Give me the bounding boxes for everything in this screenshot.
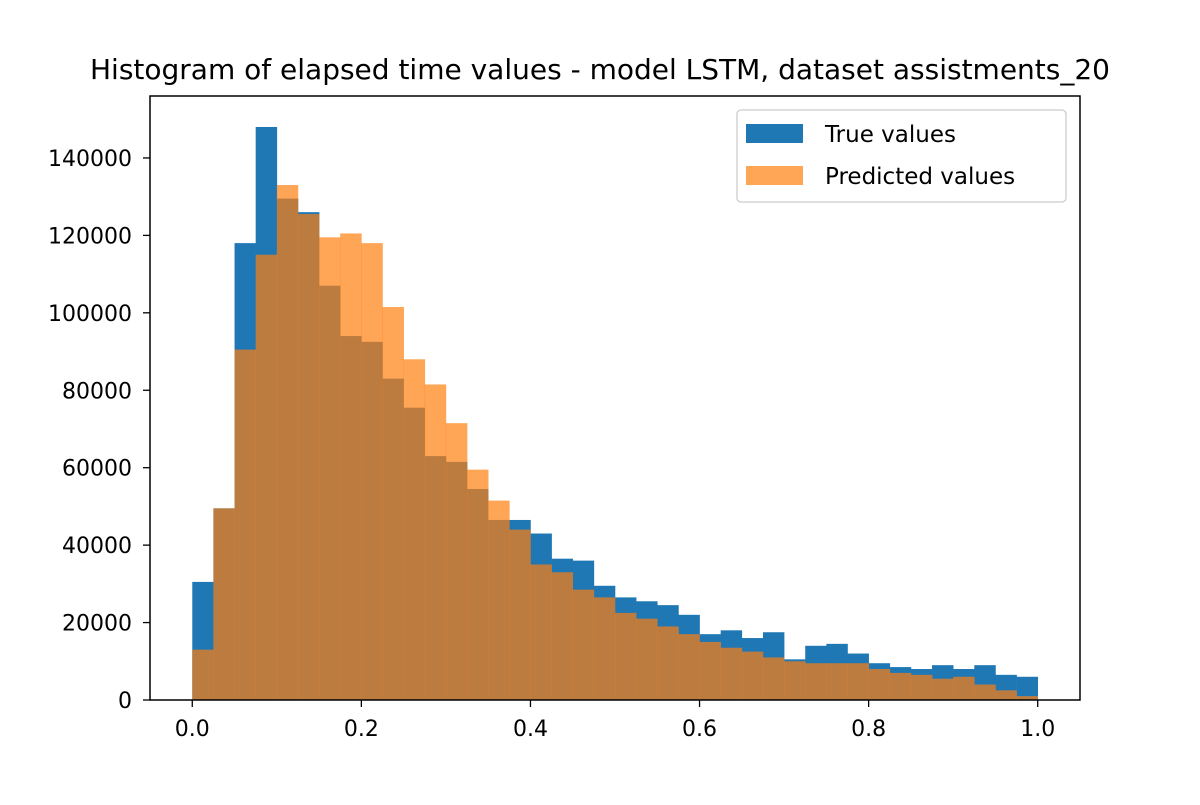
y-tick-label: 100000 [48,302,132,327]
x-tick-label: 0.6 [682,717,717,742]
bar-predicted-18 [572,589,595,700]
x-tick-label: 0.8 [851,717,886,742]
y-tick-label: 80000 [62,379,132,404]
bar-predicted-27 [762,657,785,700]
legend: True values Predicted values [736,109,1067,203]
bar-predicted-8 [361,243,383,700]
legend-swatch-1 [746,166,803,185]
bar-predicted-26 [741,651,764,700]
bar-predicted-25 [720,647,743,700]
legend-box [736,109,1067,203]
bar-predicted-5 [297,214,320,701]
bar-predicted-10 [403,359,426,700]
bar-predicted-13 [467,469,489,700]
bar-predicted-32 [868,669,891,700]
x-tick-label: 0.4 [513,717,548,742]
bar-predicted-30 [826,663,848,700]
chart-title: Histogram of elapsed time values - model… [90,53,1110,86]
bar-predicted-12 [445,423,468,700]
bar-predicted-35 [932,678,954,700]
axes-layer: 0.0 0.2 0.4 0.6 0.8 1.0 0 20000 40000 60000 80000 1… [48,95,1081,742]
bar-predicted-0 [192,649,214,700]
bar-predicted-23 [678,634,700,700]
bar-predicted-6 [319,237,341,701]
y-tick-label: 120000 [48,224,132,249]
bar-predicted-2 [234,349,256,700]
bar-predicted-15 [509,529,531,700]
bar-predicted-11 [424,384,447,700]
plot-frame [149,95,1081,701]
bar-predicted-16 [530,564,552,700]
y-tick-label: 60000 [62,457,132,482]
y-tick-label: 140000 [48,147,132,172]
bar-predicted-29 [805,663,827,700]
bar-predicted-19 [593,597,616,700]
bar-predicted-20 [615,612,637,700]
bar-predicted-28 [784,661,806,700]
bar-predicted-33 [889,672,912,700]
y-tick-label: 0 [118,689,132,714]
y-tick-label: 40000 [62,534,132,559]
bar-predicted-17 [551,572,574,700]
x-tick-label: 0.2 [344,717,379,742]
bar-predicted-38 [995,690,1017,700]
bars-layer [192,126,1039,701]
legend-label-0: True values [824,122,956,148]
bar-predicted-1 [213,508,235,700]
series-1 [192,185,1039,701]
bar-predicted-37 [974,684,996,700]
bar-predicted-7 [340,233,362,700]
bar-predicted-31 [847,663,869,700]
bar-predicted-36 [953,676,975,700]
legend-swatch-0 [746,124,803,143]
legend-label-1: Predicted values [825,164,1015,190]
bar-predicted-14 [488,500,510,700]
x-tick-label: 1.0 [1020,717,1055,742]
bar-predicted-24 [699,641,721,700]
bar-predicted-22 [657,626,679,700]
y-tick-label: 20000 [62,612,132,637]
bar-predicted-39 [1016,696,1039,700]
bar-predicted-34 [910,674,933,700]
bar-predicted-3 [255,254,278,700]
bar-predicted-9 [382,307,404,700]
bar-predicted-21 [636,618,658,700]
x-tick-label: 0.0 [175,717,210,742]
bar-true-39 [1016,676,1039,700]
bar-predicted-4 [276,185,299,701]
